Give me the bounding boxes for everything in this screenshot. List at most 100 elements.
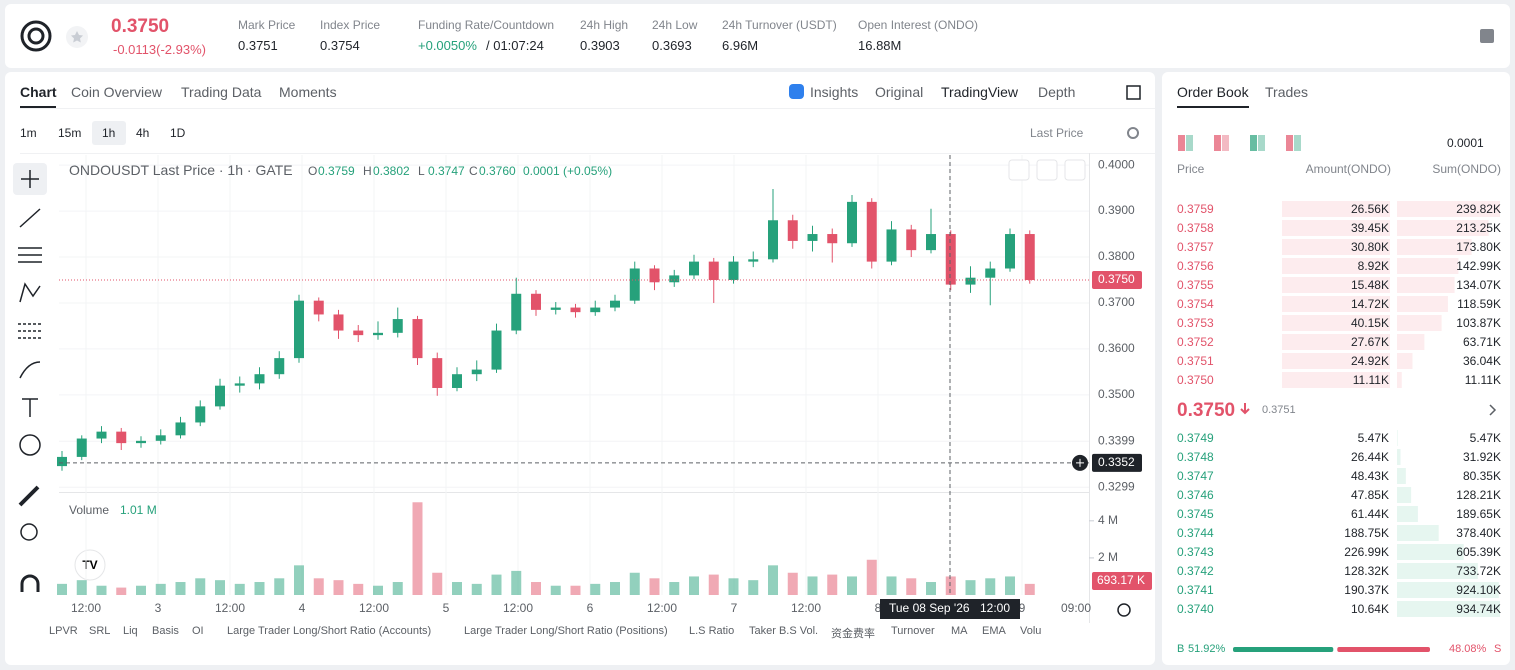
volume-bar: [471, 583, 482, 595]
text-tool[interactable]: [22, 398, 38, 417]
indicator-tab[interactable]: Volu: [1020, 625, 1042, 637]
projection-tool[interactable]: [18, 323, 42, 339]
indicator-tab[interactable]: Basis: [152, 625, 179, 637]
settings[interactable]: [1117, 603, 1131, 617]
view-tab[interactable]: Insights: [810, 84, 859, 100]
candle-body: [629, 268, 640, 301]
tab[interactable]: Coin Overview: [71, 84, 163, 100]
ob-view[interactable]: [1250, 135, 1257, 151]
amount-bar: [1282, 353, 1390, 369]
ob-price: 0.3750: [1177, 373, 1214, 387]
ob-amount: 8.92K: [1357, 259, 1389, 273]
magnet-tool[interactable]: [20, 574, 40, 592]
indicator-tab[interactable]: 资金费率: [831, 628, 875, 640]
volume-bar: [412, 502, 423, 595]
indicator-tab[interactable]: Large Trader Long/Short Ratio (Accounts): [227, 625, 432, 637]
view-tab[interactable]: Original: [875, 84, 924, 100]
fib-tool[interactable]: [18, 247, 42, 263]
zoom-tool[interactable]: [20, 523, 38, 541]
ob-sum: 733.72K: [1456, 564, 1501, 578]
volume-bar: [669, 582, 680, 595]
ruler-tool[interactable]: [18, 485, 40, 507]
ob-price: 0.3748: [1177, 450, 1214, 464]
volume-bar: [550, 585, 561, 595]
ob-view[interactable]: [1178, 135, 1185, 151]
indicator-tab[interactable]: MA: [951, 625, 968, 637]
candle-body: [96, 431, 107, 439]
chart-panel: [5, 72, 1155, 665]
ob-precision[interactable]: 0.0001: [1447, 136, 1484, 150]
logo: [27, 27, 45, 45]
x-tick-label: 4: [299, 601, 306, 615]
ob-view[interactable]: [1214, 135, 1221, 151]
ob-price: 0.3759: [1177, 202, 1214, 216]
ob-sum: 128.21K: [1456, 488, 1501, 502]
interval[interactable]: 4h: [136, 126, 150, 140]
indicator-tab[interactable]: Liq: [123, 625, 138, 637]
ob-amount: 47.85K: [1350, 488, 1389, 502]
ob-tab: Order Book: [1177, 84, 1249, 100]
volume-bar: [234, 583, 245, 595]
volume-value: 1.01 M: [120, 503, 157, 517]
indicator-tab[interactable]: EMA: [982, 625, 1006, 637]
y-tick-label: 0.3399: [1098, 433, 1135, 447]
interval[interactable]: 15m: [58, 126, 82, 140]
x-tick-label: 12:00: [215, 601, 245, 615]
legend-value: 0.3760: [479, 164, 516, 178]
amount-bar: [1282, 296, 1390, 312]
ob-sum: 134.07K: [1456, 278, 1501, 292]
indicator-tab[interactable]: Large Trader Long/Short Ratio (Positions…: [464, 625, 668, 637]
indicator-tab[interactable]: L.S Ratio: [689, 625, 735, 637]
candle-body: [906, 229, 917, 251]
indicator-tab[interactable]: LPVR: [49, 625, 78, 637]
tab[interactable]: Moments: [279, 84, 337, 100]
view-tab[interactable]: TradingView: [941, 84, 1019, 100]
indicator-tab[interactable]: Taker B.S Vol.: [749, 625, 819, 637]
chart-button[interactable]: [1036, 159, 1058, 181]
tab[interactable]: Chart: [20, 84, 57, 100]
volume-bar: [945, 576, 956, 595]
interval[interactable]: 1h: [102, 126, 116, 140]
chart-button[interactable]: [1064, 159, 1086, 181]
volume-bar: [807, 576, 818, 595]
ob-view[interactable]: [1286, 135, 1293, 151]
candle-body: [294, 300, 304, 359]
candle-body: [333, 314, 344, 331]
icon[interactable]: [1480, 29, 1494, 43]
indicator-tab[interactable]: OI: [192, 625, 204, 637]
candle-body: [57, 456, 67, 467]
interval[interactable]: 1m: [20, 126, 37, 140]
ob-tab[interactable]: Trades: [1265, 84, 1309, 100]
sum-bar: [1397, 449, 1401, 465]
sum-bar: [1397, 487, 1412, 503]
plus: [1076, 458, 1084, 467]
ob-amount: 39.45K: [1350, 221, 1389, 235]
ob-view: [1258, 135, 1265, 151]
crosshair-time-date: Tue 08 Sep '26: [889, 601, 970, 615]
sum-bar: [1397, 239, 1472, 255]
chevron[interactable]: [1489, 404, 1497, 416]
pattern-tool[interactable]: [19, 282, 41, 303]
settings[interactable]: [1127, 127, 1139, 139]
ob-amount: 5.47K: [1357, 431, 1389, 445]
fullscreen[interactable]: [1126, 85, 1141, 100]
x-tick-label: 5: [443, 601, 450, 615]
volume-bar: [847, 576, 857, 595]
emoji-tool[interactable]: [19, 434, 41, 456]
brush-tool[interactable]: [19, 361, 41, 379]
line-tool[interactable]: [19, 208, 41, 228]
chart-button[interactable]: [1008, 159, 1030, 181]
indicator-tab[interactable]: SRL: [89, 625, 111, 637]
view-tab[interactable]: Depth: [1038, 84, 1076, 100]
stat-value: 0.3751: [238, 38, 278, 53]
x-tick-label: 6: [587, 601, 594, 615]
price-source[interactable]: Last Price: [1030, 126, 1084, 140]
crosshair-tool[interactable]: [21, 170, 39, 188]
ob-view: [1186, 135, 1193, 151]
ob-price: 0.3755: [1177, 278, 1214, 292]
indicator-tab[interactable]: Turnover: [891, 625, 935, 637]
ob-price: 0.3756: [1177, 259, 1214, 273]
tab[interactable]: Trading Data: [181, 84, 262, 100]
interval[interactable]: 1D: [170, 126, 186, 140]
volume-bar: [373, 585, 383, 595]
